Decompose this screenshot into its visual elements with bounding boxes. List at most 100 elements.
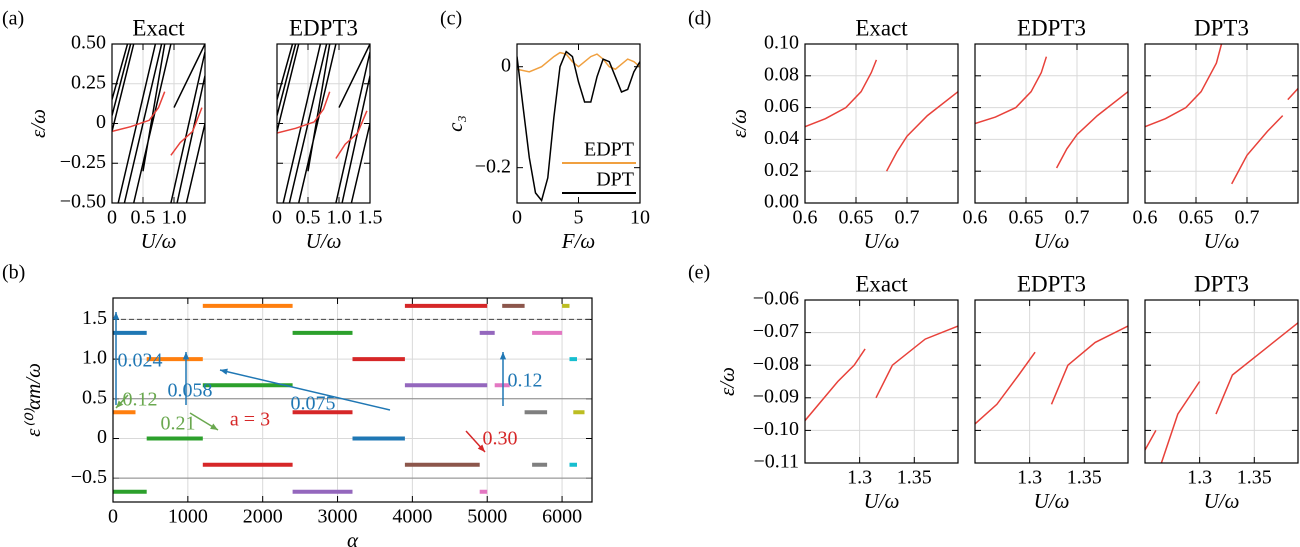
x-axis-label: U/ω xyxy=(1204,229,1240,253)
x-tick-label: 0 xyxy=(108,506,118,528)
legend-label: DPT xyxy=(596,169,634,191)
subplot-title: DPT3 xyxy=(1194,15,1249,40)
series-line xyxy=(1145,44,1298,185)
panel-label: (a) xyxy=(2,8,24,30)
plot-frame xyxy=(1144,43,1299,204)
series-line xyxy=(112,91,203,156)
y-axis-label: ε/ω xyxy=(26,109,50,138)
plot-frame xyxy=(804,43,959,204)
panel-label: (e) xyxy=(688,262,710,284)
series-line xyxy=(517,50,640,203)
arrow-head xyxy=(210,423,218,430)
y-tick-label: 0 xyxy=(97,426,107,448)
x-tick-label: 4000 xyxy=(392,506,432,528)
legend-label: EDPT xyxy=(584,139,634,161)
y-tick-label: 1.0 xyxy=(82,347,107,369)
x-tick-label: 1.3 xyxy=(1187,467,1212,489)
annotation: 0.024 xyxy=(118,350,163,372)
subplot-title: DPT3 xyxy=(1194,271,1249,296)
y-tick-label: 0.10 xyxy=(764,32,799,54)
x-tick-label: 1.35 xyxy=(1067,467,1102,489)
legend-box xyxy=(560,139,636,163)
x-tick-label: 5000 xyxy=(467,506,507,528)
level-segments xyxy=(113,303,293,415)
y-axis-label: ε⁽⁰⁾αm/ω xyxy=(21,363,45,437)
y-tick-label: 0.04 xyxy=(764,127,799,149)
annotation: 0.21 xyxy=(161,413,196,435)
panel-label: (d) xyxy=(688,8,711,30)
x-axis-label: U/ω xyxy=(864,229,900,253)
y-tick-label: 0.00 xyxy=(764,191,799,213)
y-axis-label: c₃ xyxy=(443,115,467,132)
x-axis-label: U/ω xyxy=(306,229,342,253)
y-tick-label: 0.08 xyxy=(764,63,799,85)
x-tick-label: 0.7 xyxy=(1065,207,1090,229)
x-tick-label: 0.65 xyxy=(1179,207,1214,229)
subplot-title: Exact xyxy=(855,15,908,40)
level-segments xyxy=(562,303,585,415)
subplot-title: EDPT3 xyxy=(1017,15,1086,40)
x-tick-label: 0.65 xyxy=(839,207,874,229)
arrow-head xyxy=(220,368,228,375)
x-tick-label: 1.3 xyxy=(1017,467,1042,489)
x-axis-label: F/ω xyxy=(561,229,596,253)
x-tick-label: 1.0 xyxy=(162,207,187,229)
x-tick-label: 10 xyxy=(630,207,650,229)
x-tick-label: 1.35 xyxy=(1237,467,1272,489)
x-tick-label: 1.0 xyxy=(327,207,352,229)
panel-label: (b) xyxy=(2,262,25,284)
plot-frame xyxy=(112,297,593,503)
y-tick-label: −0.2 xyxy=(475,155,511,177)
level-segments xyxy=(202,303,488,467)
y-tick-label: 0 xyxy=(501,54,511,76)
x-tick-label: 1.35 xyxy=(897,467,932,489)
series-line xyxy=(112,44,205,203)
y-tick-label: −0.25 xyxy=(60,151,106,173)
x-tick-label: 0.65 xyxy=(1009,207,1044,229)
plot-frame xyxy=(1144,299,1299,464)
annotation: a = 3 xyxy=(230,409,270,431)
annotation-arrow xyxy=(219,369,391,411)
annotation: 0.058 xyxy=(168,380,213,402)
y-tick-label: −0.07 xyxy=(753,320,799,342)
x-tick-label: 0.6 xyxy=(793,207,818,229)
annotation: 0.075 xyxy=(291,393,336,415)
y-axis-label: ε/ω xyxy=(715,367,739,396)
legend-box xyxy=(560,169,636,193)
x-axis-label: U/ω xyxy=(864,489,900,513)
x-tick-label: 0 xyxy=(107,207,117,229)
x-axis-label: U/ω xyxy=(1204,489,1240,513)
x-axis-label: U/ω xyxy=(1034,489,1070,513)
x-tick-label: 1.5 xyxy=(358,207,383,229)
plot-frame xyxy=(974,299,1129,464)
x-tick-label: 6000 xyxy=(542,506,582,528)
y-tick-label: −0.50 xyxy=(60,191,106,213)
series-line xyxy=(805,59,958,172)
arrow-head xyxy=(499,352,507,360)
y-tick-label: −0.11 xyxy=(753,451,799,473)
series-line xyxy=(1145,322,1298,463)
annotation: 0.30 xyxy=(483,428,518,450)
series-line xyxy=(517,51,640,73)
x-tick-label: 0.5 xyxy=(296,207,321,229)
y-tick-label: 1.5 xyxy=(82,307,107,329)
x-tick-label: 0.7 xyxy=(895,207,920,229)
x-axis-label: U/ω xyxy=(141,229,177,253)
arrow-head xyxy=(112,312,120,320)
subplot-title: EDPT3 xyxy=(289,15,358,40)
subplot-title: Exact xyxy=(132,15,185,40)
x-tick-label: 5 xyxy=(574,207,584,229)
arrow-head xyxy=(477,444,485,452)
x-tick-label: 0.5 xyxy=(131,207,156,229)
series-line xyxy=(975,56,1128,169)
y-tick-label: 0.5 xyxy=(82,386,107,408)
plot-frame xyxy=(974,43,1129,204)
level-segments xyxy=(479,330,563,494)
x-tick-label: 1000 xyxy=(168,506,208,528)
annotation: 0.12 xyxy=(123,389,158,411)
arrow-head xyxy=(116,400,124,408)
y-tick-label: 0.25 xyxy=(71,71,106,93)
level-segments xyxy=(524,410,548,467)
annotation: 0.12 xyxy=(508,370,543,392)
